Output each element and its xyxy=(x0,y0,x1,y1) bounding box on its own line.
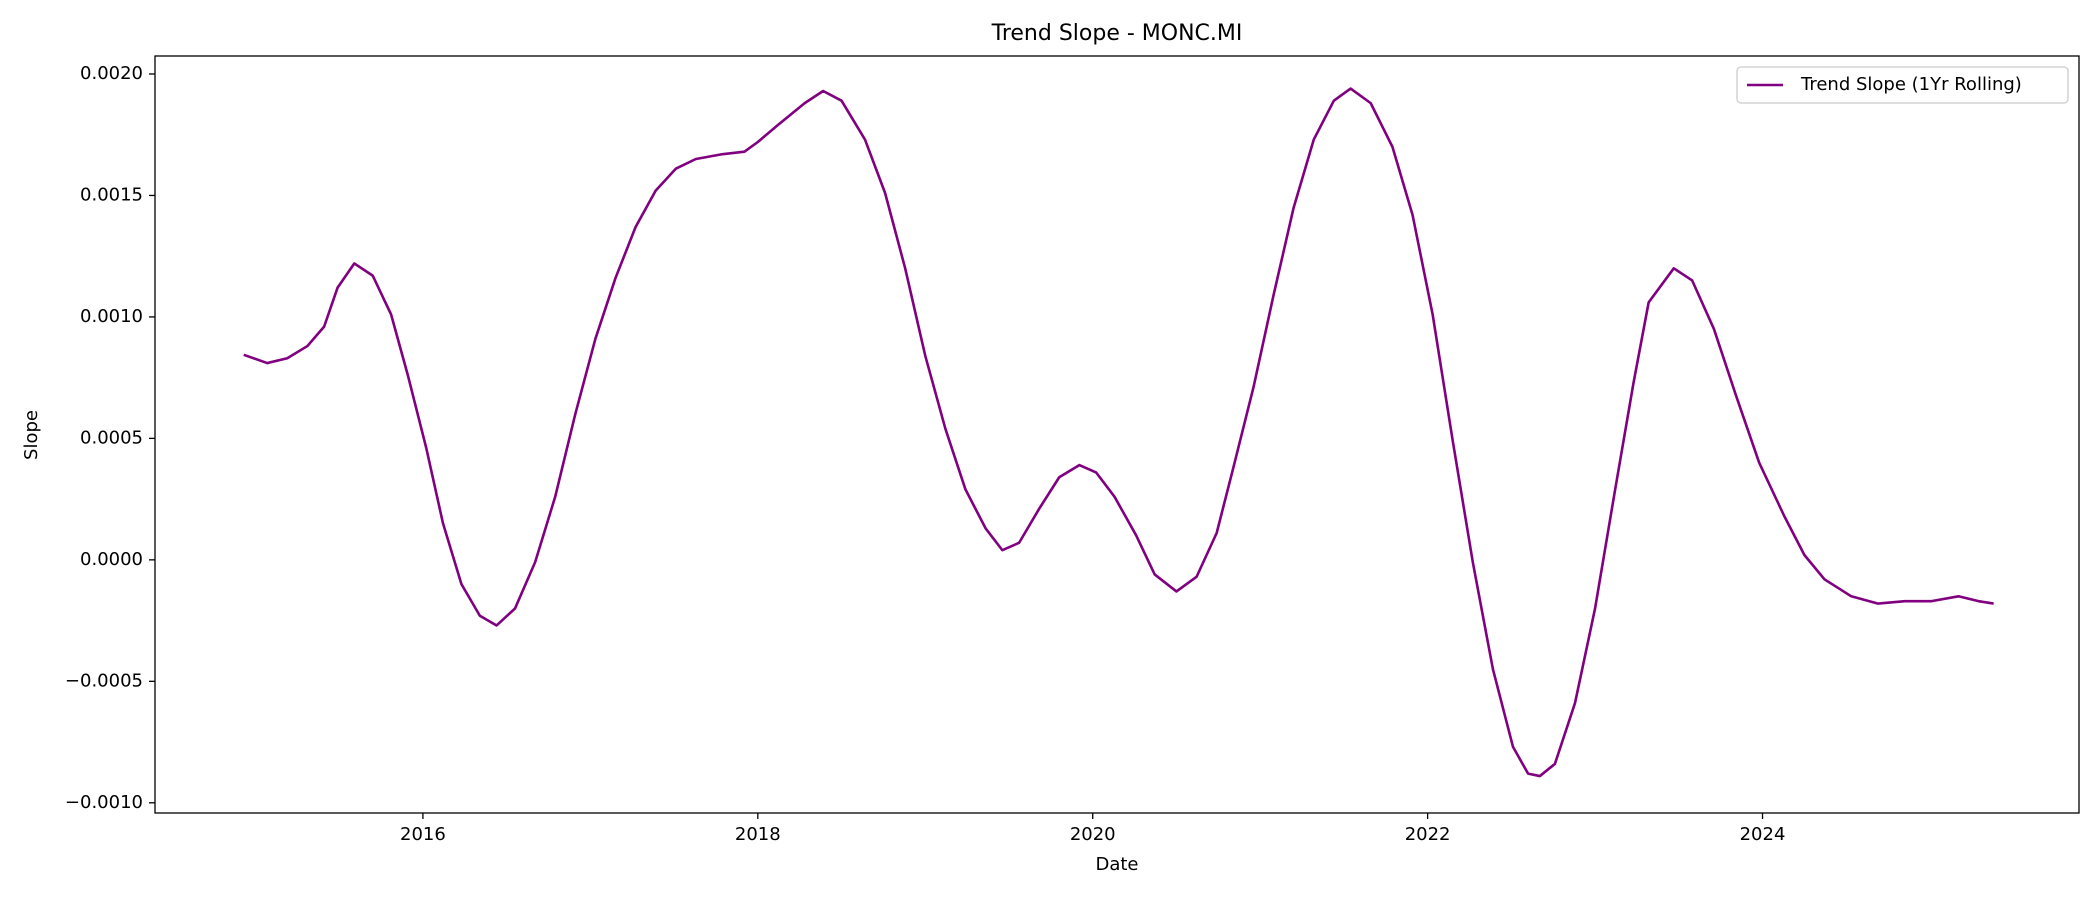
x-tick-label: 2016 xyxy=(400,824,446,845)
chart-title: Trend Slope - MONC.MI xyxy=(991,21,1243,46)
x-tick-label: 2024 xyxy=(1740,824,1786,845)
data-line xyxy=(243,87,1994,778)
x-tick-label: 2018 xyxy=(735,824,781,845)
x-tick-label: 2020 xyxy=(1070,824,1116,845)
y-axis-label: Slope xyxy=(21,410,42,460)
y-tick-label: −0.0010 xyxy=(65,792,143,813)
x-tick-label: 2022 xyxy=(1405,824,1451,845)
axes-frame xyxy=(154,55,2080,814)
y-tick-label: 0.0015 xyxy=(80,184,143,205)
x-axis-label: Date xyxy=(1095,854,1138,875)
legend-label: Trend Slope (1Yr Rolling) xyxy=(1800,74,2022,95)
legend-box xyxy=(1736,66,2069,104)
y-tick-label: 0.0020 xyxy=(80,63,143,84)
y-tick-label: 0.0005 xyxy=(80,427,143,448)
y-tick-label: 0.0000 xyxy=(80,549,143,570)
y-tick-label: 0.0010 xyxy=(80,306,143,327)
y-tick-label: −0.0005 xyxy=(65,670,143,691)
